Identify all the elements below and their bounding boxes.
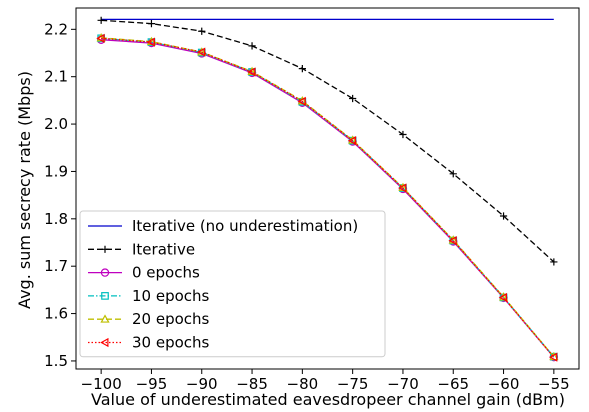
x-tick-label: −55: [538, 375, 570, 393]
legend-label: Iterative (no underestimation): [132, 217, 358, 235]
x-tick-label: −90: [186, 375, 218, 393]
y-tick-label: 2.0: [44, 115, 68, 133]
data-point: [498, 292, 508, 303]
y-tick-label: 2.2: [44, 20, 68, 38]
legend-label: 30 epochs: [132, 334, 210, 352]
series-line-5: [101, 37, 555, 358]
data-point: [298, 65, 306, 73]
y-tick-label: 1.9: [44, 162, 68, 180]
legend-marker: [100, 337, 109, 348]
series-line-1: [101, 19, 555, 263]
y-tick-label: 1.5: [44, 352, 68, 370]
legend-box: [79, 210, 386, 358]
data-point: [97, 16, 105, 24]
legend-marker: [100, 268, 110, 277]
y-axis-label: Avg. sum secrecy rate (Mbps): [15, 71, 34, 309]
data-point: [549, 352, 558, 362]
data-point: [349, 94, 357, 103]
y-tick-label: 1.8: [44, 210, 68, 228]
data-point: [399, 130, 407, 139]
axes: −100 −95 −90 −85 −80 −75 −70 −65 −60 −55 1.5 1.6 1.7…: [44, 7, 580, 393]
legend-label: Iterative: [132, 240, 195, 258]
x-tick-label: −85: [236, 375, 268, 393]
x-tick-label: −75: [337, 375, 369, 393]
x-tick-label: −60: [488, 375, 520, 393]
y-tick-label: 1.6: [44, 305, 68, 323]
x-tick-label: −80: [287, 375, 319, 393]
data-point: [448, 235, 457, 246]
data-point: [449, 170, 457, 178]
legend-label: 0 epochs: [132, 264, 200, 282]
data-point: [247, 67, 256, 77]
y-tick-label: 1.7: [44, 257, 68, 275]
plot-area: [96, 16, 559, 362]
legend-marker: [101, 245, 109, 253]
x-tick-label: −100: [81, 375, 122, 393]
data-point: [550, 258, 558, 266]
legend-marker: [100, 314, 110, 323]
data-point: [198, 27, 206, 35]
series-line-2: [101, 39, 555, 358]
data-point: [398, 183, 407, 193]
data-point: [146, 37, 155, 47]
data-point: [499, 212, 508, 220]
legend-marker: [101, 292, 109, 300]
data-point: [147, 20, 156, 28]
data-point: [96, 33, 105, 43]
data-point: [196, 47, 206, 57]
x-axis-label: Value of underestimated eavesdropeer cha…: [91, 390, 565, 409]
legend-label: 20 epochs: [132, 310, 210, 328]
y-tick-label: 2.1: [44, 68, 68, 86]
legend: Iterative (no underestimation) Iterative 0…: [79, 210, 386, 358]
data-point: [347, 136, 357, 146]
data-point: [248, 42, 256, 50]
data-point: [297, 96, 306, 106]
legend-label: 10 epochs: [132, 287, 210, 305]
x-tick-label: −70: [387, 375, 419, 393]
x-tick-label: −65: [437, 375, 469, 393]
axes-frame: [75, 7, 580, 370]
x-tick-label: −95: [136, 375, 168, 393]
